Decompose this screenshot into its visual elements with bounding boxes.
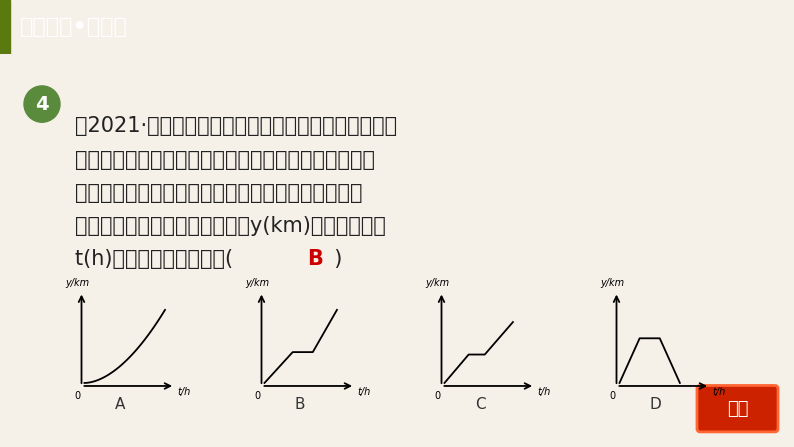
Text: 夯实基础•逐点练: 夯实基础•逐点练 xyxy=(20,17,128,37)
Text: D: D xyxy=(649,396,661,412)
Text: t/h: t/h xyxy=(537,387,550,397)
Text: y/km: y/km xyxy=(600,278,625,287)
Text: 0: 0 xyxy=(434,391,441,401)
Text: y/km: y/km xyxy=(65,278,90,287)
Circle shape xyxy=(24,86,60,122)
FancyBboxPatch shape xyxy=(697,385,778,432)
Text: 0: 0 xyxy=(254,391,260,401)
Text: 4: 4 xyxy=(35,95,48,114)
Text: B: B xyxy=(295,396,305,412)
Text: A: A xyxy=(115,396,125,412)
Text: ): ) xyxy=(321,249,342,270)
Text: t/h: t/h xyxy=(357,387,370,397)
Text: 0: 0 xyxy=(610,391,615,401)
Text: 持匀速行驶，则汽车行驶的路程y(km)与行驶的时间: 持匀速行驶，则汽车行驶的路程y(km)与行驶的时间 xyxy=(75,216,386,236)
Bar xyxy=(0,0,10,54)
Text: 0: 0 xyxy=(75,391,80,401)
Text: t/h: t/h xyxy=(712,387,725,397)
Text: C: C xyxy=(475,396,485,412)
Text: 返回: 返回 xyxy=(727,400,748,417)
Text: y/km: y/km xyxy=(426,278,449,287)
Text: y/km: y/km xyxy=(245,278,269,287)
Text: 行驶，中途停车加油耽误了几分钟，为了按时到单位，: 行驶，中途停车加油耽误了几分钟，为了按时到单位， xyxy=(75,150,375,169)
Text: B: B xyxy=(307,249,323,270)
Text: 【2021·海南】李叔叔开车上班，最初以某一速度匀速: 【2021·海南】李叔叔开车上班，最初以某一速度匀速 xyxy=(75,116,397,136)
Text: t(h)的关系的大致图象是(: t(h)的关系的大致图象是( xyxy=(75,249,246,270)
Text: 李叔叔在不违反交通规则的前提下加快了速度，仍保: 李叔叔在不违反交通规则的前提下加快了速度，仍保 xyxy=(75,183,363,203)
Text: t/h: t/h xyxy=(177,387,191,397)
